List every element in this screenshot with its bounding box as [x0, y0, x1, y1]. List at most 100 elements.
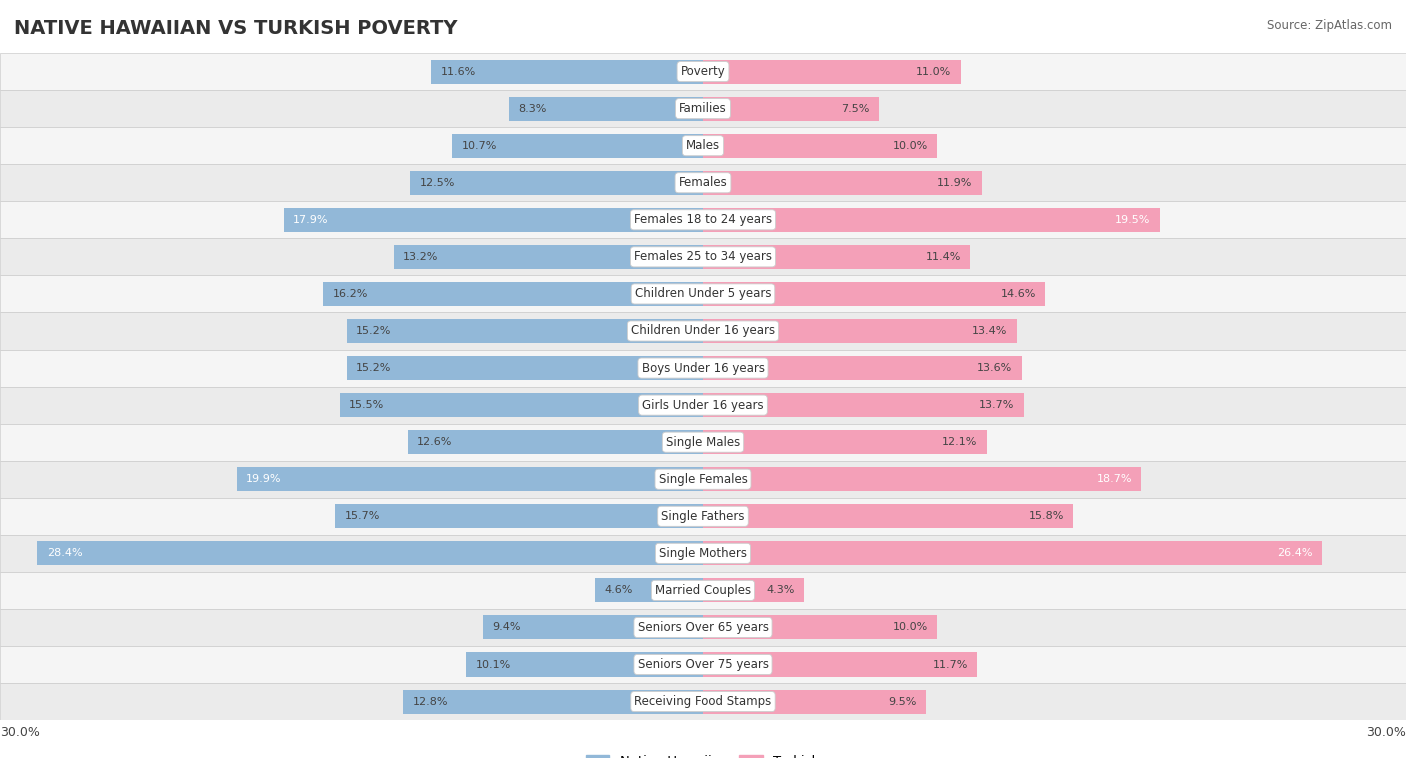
Text: 18.7%: 18.7%	[1097, 475, 1132, 484]
Text: 10.7%: 10.7%	[461, 141, 496, 151]
Text: 4.6%: 4.6%	[605, 585, 633, 595]
Text: Seniors Over 75 years: Seniors Over 75 years	[637, 658, 769, 671]
Text: 30.0%: 30.0%	[0, 725, 39, 738]
Bar	[703, 578, 804, 603]
Text: 12.5%: 12.5%	[419, 178, 454, 188]
Bar	[347, 319, 703, 343]
Bar	[335, 504, 703, 528]
Bar	[0, 572, 1406, 609]
Text: Poverty: Poverty	[681, 65, 725, 78]
Text: 4.3%: 4.3%	[766, 585, 794, 595]
Bar	[703, 430, 987, 454]
Text: 11.9%: 11.9%	[938, 178, 973, 188]
Bar	[411, 171, 703, 195]
Bar	[453, 133, 703, 158]
Text: 11.0%: 11.0%	[917, 67, 952, 77]
Legend: Native Hawaiian, Turkish: Native Hawaiian, Turkish	[581, 750, 825, 758]
Text: 15.7%: 15.7%	[344, 512, 380, 522]
Bar	[0, 683, 1406, 720]
Text: 14.6%: 14.6%	[1001, 289, 1036, 299]
Text: 13.7%: 13.7%	[980, 400, 1015, 410]
Text: Seniors Over 65 years: Seniors Over 65 years	[637, 621, 769, 634]
Bar	[284, 208, 703, 232]
Text: 16.2%: 16.2%	[333, 289, 368, 299]
Text: 10.0%: 10.0%	[893, 622, 928, 632]
Text: 19.9%: 19.9%	[246, 475, 281, 484]
Text: 10.0%: 10.0%	[893, 141, 928, 151]
Text: 15.2%: 15.2%	[356, 363, 391, 373]
Text: 8.3%: 8.3%	[517, 104, 547, 114]
Text: 12.6%: 12.6%	[418, 437, 453, 447]
Text: 13.4%: 13.4%	[973, 326, 1008, 336]
Text: 13.6%: 13.6%	[977, 363, 1012, 373]
Bar	[0, 387, 1406, 424]
Bar	[595, 578, 703, 603]
Bar	[0, 646, 1406, 683]
Text: Single Mothers: Single Mothers	[659, 547, 747, 560]
Bar	[0, 275, 1406, 312]
Bar	[0, 349, 1406, 387]
Text: Children Under 5 years: Children Under 5 years	[634, 287, 772, 300]
Text: Receiving Food Stamps: Receiving Food Stamps	[634, 695, 772, 708]
Bar	[394, 245, 703, 269]
Text: Single Fathers: Single Fathers	[661, 510, 745, 523]
Text: NATIVE HAWAIIAN VS TURKISH POVERTY: NATIVE HAWAIIAN VS TURKISH POVERTY	[14, 19, 457, 38]
Text: 26.4%: 26.4%	[1277, 548, 1312, 559]
Text: Single Females: Single Females	[658, 473, 748, 486]
Text: 7.5%: 7.5%	[841, 104, 869, 114]
Text: 15.2%: 15.2%	[356, 326, 391, 336]
Text: 10.1%: 10.1%	[475, 659, 510, 669]
Text: 12.8%: 12.8%	[412, 697, 449, 706]
Bar	[509, 96, 703, 121]
Bar	[0, 202, 1406, 238]
Bar	[0, 164, 1406, 202]
Text: Females 25 to 34 years: Females 25 to 34 years	[634, 250, 772, 263]
Bar	[703, 393, 1024, 417]
Bar	[703, 504, 1073, 528]
Text: 28.4%: 28.4%	[46, 548, 83, 559]
Bar	[236, 467, 703, 491]
Text: Males: Males	[686, 139, 720, 152]
Text: Families: Families	[679, 102, 727, 115]
Text: 12.1%: 12.1%	[942, 437, 977, 447]
Bar	[703, 653, 977, 677]
Bar	[323, 282, 703, 306]
Text: Females: Females	[679, 177, 727, 190]
Bar	[0, 609, 1406, 646]
Text: Married Couples: Married Couples	[655, 584, 751, 597]
Bar	[703, 282, 1045, 306]
Text: Single Males: Single Males	[666, 436, 740, 449]
Text: 11.6%: 11.6%	[440, 67, 475, 77]
Bar	[0, 312, 1406, 349]
Text: 11.7%: 11.7%	[932, 659, 967, 669]
Bar	[703, 133, 938, 158]
Text: 19.5%: 19.5%	[1115, 215, 1150, 225]
Bar	[703, 356, 1022, 380]
Bar	[0, 424, 1406, 461]
Bar	[38, 541, 703, 565]
Text: Boys Under 16 years: Boys Under 16 years	[641, 362, 765, 374]
Bar	[0, 127, 1406, 164]
Bar	[0, 90, 1406, 127]
Bar	[0, 461, 1406, 498]
Bar	[482, 615, 703, 640]
Bar	[703, 319, 1017, 343]
Text: 15.8%: 15.8%	[1029, 512, 1064, 522]
Bar	[404, 690, 703, 713]
Bar	[703, 171, 981, 195]
Bar	[703, 96, 879, 121]
Text: 9.5%: 9.5%	[887, 697, 917, 706]
Text: 11.4%: 11.4%	[925, 252, 960, 262]
Text: Source: ZipAtlas.com: Source: ZipAtlas.com	[1267, 19, 1392, 32]
Bar	[432, 60, 703, 83]
Text: Girls Under 16 years: Girls Under 16 years	[643, 399, 763, 412]
Text: 17.9%: 17.9%	[292, 215, 329, 225]
Bar	[0, 238, 1406, 275]
Text: Children Under 16 years: Children Under 16 years	[631, 324, 775, 337]
Bar	[0, 53, 1406, 90]
Bar	[703, 60, 960, 83]
Bar	[467, 653, 703, 677]
Text: 15.5%: 15.5%	[349, 400, 384, 410]
Text: 13.2%: 13.2%	[404, 252, 439, 262]
Bar	[703, 541, 1322, 565]
